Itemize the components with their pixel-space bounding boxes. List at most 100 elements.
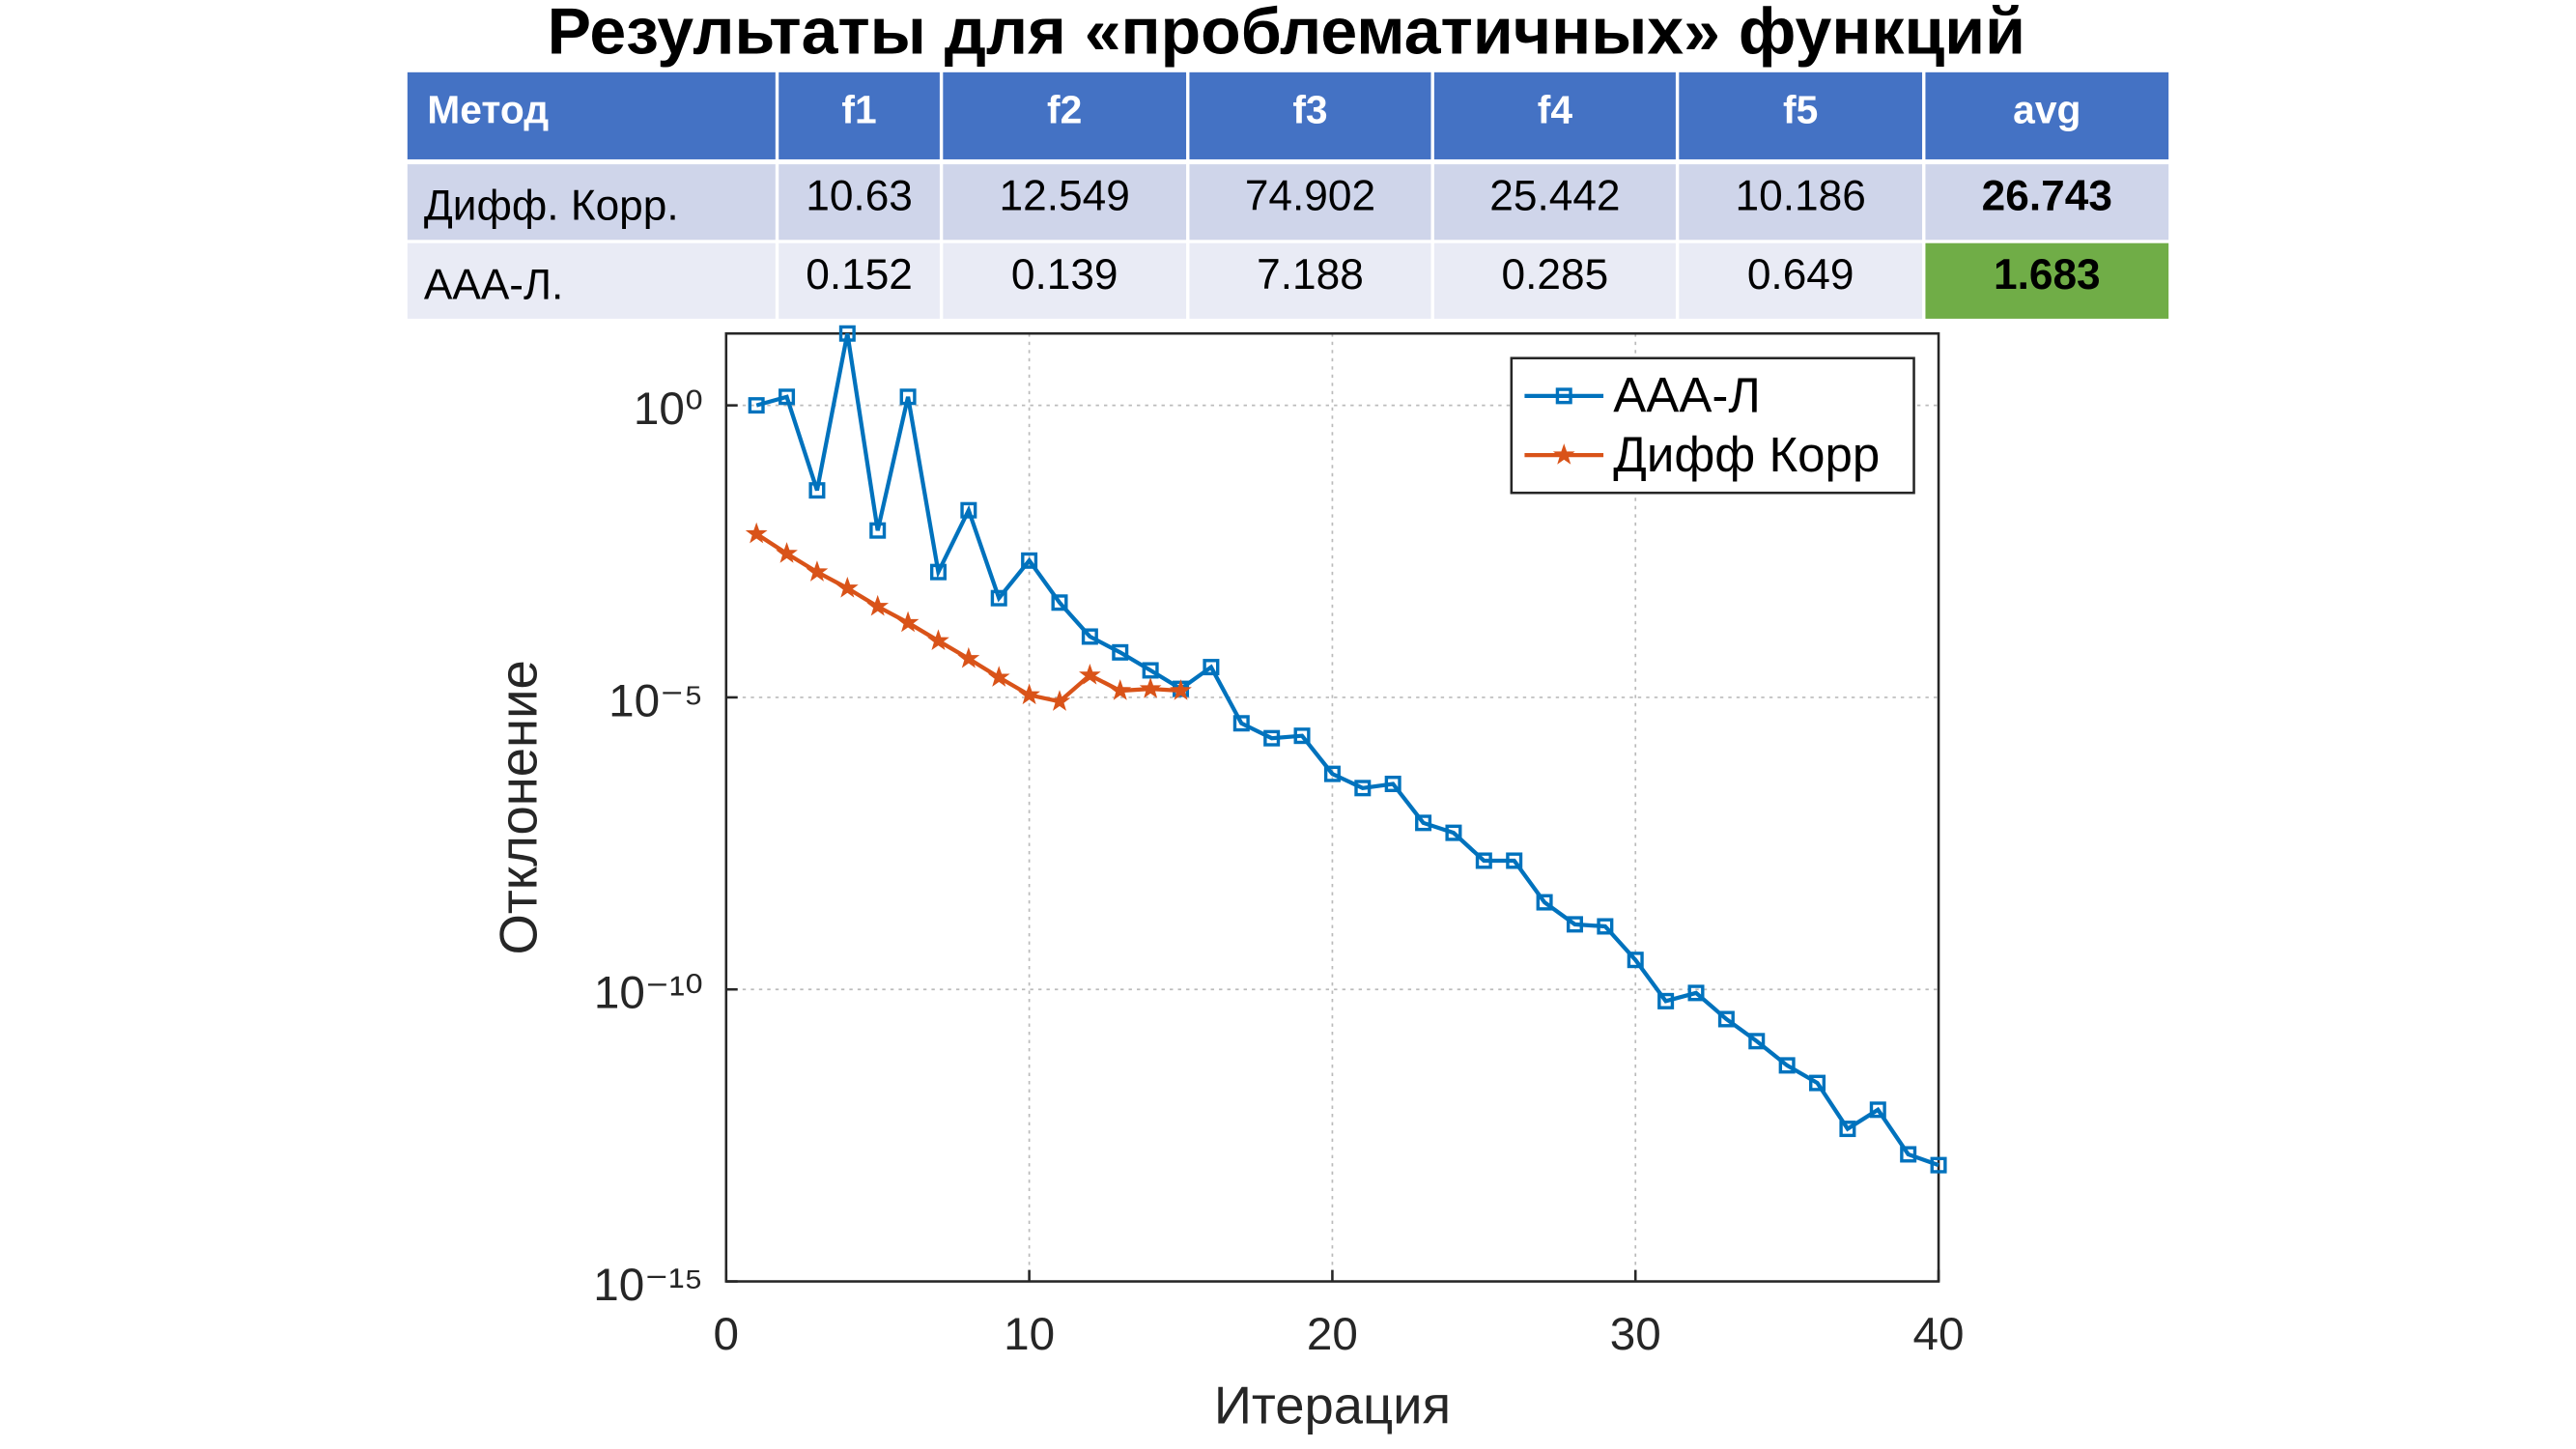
point-marker: [1627, 952, 1644, 969]
point-marker: [929, 563, 947, 581]
table: Метод f1 f2 f3 f4 f5 avg Дифф. Корр. 10.63 12.549…: [407, 71, 2169, 319]
point-marker: [1930, 1156, 1947, 1174]
table-cell: [943, 242, 1187, 319]
header-cell: [1189, 71, 1431, 159]
point-marker: [1354, 780, 1372, 797]
point-marker: [1112, 643, 1129, 661]
table-cell: [943, 164, 1187, 241]
x-tick-label: 20: [1307, 1309, 1358, 1360]
point-marker: [1748, 1033, 1766, 1050]
point-marker: [1051, 594, 1068, 611]
header-cell: [1433, 71, 1676, 159]
point-marker: [896, 611, 920, 633]
y-tick-label: 10⁻⁵: [609, 675, 703, 726]
cell-text: 74.902: [1245, 172, 1375, 219]
point-marker: [835, 576, 859, 598]
point-marker: [1657, 992, 1675, 1009]
point-marker: [1081, 628, 1098, 645]
point-marker: [1323, 765, 1341, 782]
point-marker: [1445, 824, 1462, 841]
y-tick-label: 10⁻¹⁵: [593, 1260, 703, 1311]
point-marker: [1566, 916, 1583, 933]
point-marker: [957, 646, 980, 668]
header-text: Метод: [427, 87, 549, 131]
point-marker: [990, 589, 1007, 607]
point-marker: [1021, 552, 1038, 569]
table-cell: [1679, 164, 1923, 241]
point-marker: [960, 501, 977, 519]
table-cell: [1189, 164, 1431, 241]
header-cell: [407, 71, 776, 159]
point-marker: [1109, 679, 1132, 700]
table-cell: [1433, 242, 1676, 319]
table-cell: [1679, 242, 1923, 319]
legend-label: AAA-Л: [1613, 368, 1761, 423]
table-cell: [1189, 242, 1431, 319]
legend-box: [1510, 356, 1915, 495]
cell-text: 25.442: [1489, 172, 1620, 219]
point-marker: [1687, 984, 1705, 1002]
point-marker: [866, 594, 890, 616]
point-marker: [1475, 852, 1492, 869]
header-cell: [1679, 71, 1923, 159]
point-marker: [1506, 852, 1523, 869]
cell-text: 10.186: [1736, 172, 1866, 219]
chart: 0 10 20 30 40 10⁰ 10⁻⁵ 10⁻¹⁰ 10⁻¹⁵ Итерация Отклон…: [489, 325, 1965, 1435]
point-marker: [1293, 727, 1311, 745]
point-marker: [1203, 659, 1220, 676]
point-marker: [778, 388, 796, 406]
point-marker: [748, 397, 765, 414]
legend-label: Дифф Корр: [1613, 427, 1880, 482]
point-marker: [869, 522, 887, 539]
point-marker: [1048, 690, 1071, 711]
point-marker: [1809, 1074, 1826, 1092]
series-line: [755, 332, 1939, 1168]
point-marker: [1536, 894, 1553, 911]
point-marker: [1869, 1101, 1886, 1119]
table-cell: [778, 242, 940, 319]
point-marker: [1717, 1010, 1735, 1028]
slide-title: Результаты для «проблематичных» функций: [548, 0, 2025, 68]
plot-frame: [724, 331, 1940, 1283]
cell-text: 12.549: [1000, 172, 1130, 219]
header-text: f4: [1538, 87, 1573, 131]
x-tick-label: 40: [1913, 1309, 1965, 1360]
x-tick-label: 10: [1004, 1309, 1055, 1360]
table-cell: [1925, 164, 2169, 241]
cell-text: 10.63: [806, 172, 913, 219]
point-marker: [806, 560, 829, 582]
point-marker: [776, 542, 798, 563]
point-marker: [1415, 814, 1432, 832]
table-cell: [1925, 242, 2169, 319]
cell-text: 1.683: [1994, 251, 2101, 298]
point-marker: [1142, 662, 1159, 679]
header-text: f3: [1292, 87, 1327, 131]
point-marker: [1597, 918, 1614, 935]
y-axis-label: Отклонение: [489, 660, 548, 954]
cell-text: Дифф. Корр.: [424, 183, 679, 230]
cell-text: 0.139: [1011, 251, 1118, 298]
point-marker: [927, 629, 949, 651]
table-cell: [1433, 164, 1676, 241]
header-cell: [778, 71, 940, 159]
header-cell: [943, 71, 1187, 159]
cell-text: 0.285: [1502, 251, 1609, 298]
y-tick-label: 10⁻¹⁰: [594, 968, 703, 1019]
point-marker: [1079, 663, 1101, 685]
header-text: f1: [841, 87, 876, 131]
point-marker: [745, 522, 768, 544]
cell-text: 7.188: [1257, 251, 1364, 298]
point-marker: [808, 482, 826, 499]
point-marker: [899, 388, 917, 406]
header-text: avg: [2013, 87, 2081, 131]
cell-text: 0.649: [1747, 251, 1854, 298]
point-marker: [1139, 677, 1162, 698]
x-tick-label: 0: [714, 1309, 739, 1360]
legend-marker: [1552, 443, 1575, 465]
table-cell: [407, 242, 776, 319]
y-tick-label: 10⁰: [634, 384, 703, 435]
table-cell: [778, 164, 940, 241]
x-axis-label: Итерация: [1214, 1377, 1451, 1435]
point-marker: [1232, 715, 1250, 732]
cell-text: 26.743: [1982, 172, 2112, 219]
